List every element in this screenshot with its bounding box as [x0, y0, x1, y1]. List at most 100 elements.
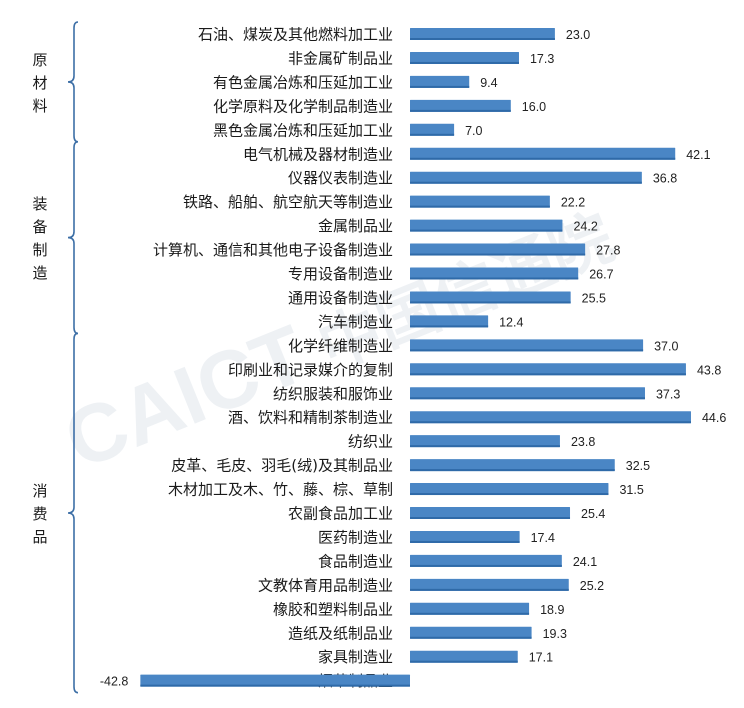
- bar: [410, 195, 550, 208]
- bar-edge: [410, 636, 532, 639]
- category-label: 纺织业: [348, 433, 393, 451]
- data-label: 17.3: [530, 52, 554, 66]
- data-label: 36.8: [653, 172, 677, 186]
- data-label: 26.7: [589, 268, 613, 282]
- bar-edge: [410, 445, 560, 448]
- category-label: 电气机械及器材制造业: [243, 145, 393, 163]
- bar: [410, 578, 569, 591]
- bar-edge: [410, 277, 579, 280]
- bar: [410, 291, 571, 304]
- group-label-char: 费: [32, 505, 47, 523]
- bar: [410, 626, 532, 639]
- category-label: 有色金属冶炼和压延加工业: [213, 73, 393, 91]
- bar-edge: [410, 564, 562, 567]
- bar: [410, 99, 511, 112]
- category-label: 木材加工及木、竹、藤、棕、草制: [168, 481, 393, 499]
- data-label: 42.1: [686, 148, 710, 162]
- category-label: 金属制品业: [318, 217, 393, 235]
- bar-edge: [410, 133, 455, 136]
- bar: [410, 650, 518, 663]
- bar: [410, 554, 562, 567]
- data-label: 12.4: [499, 315, 523, 329]
- group-label-char: 原: [32, 51, 47, 69]
- data-label: 7.0: [465, 124, 482, 138]
- bar-edge: [140, 684, 411, 687]
- bar-edge: [410, 421, 691, 424]
- category-label: 化学原料及化学制品制造业: [213, 97, 393, 115]
- data-label: 16.0: [522, 100, 546, 114]
- bar: [410, 243, 586, 256]
- category-label: 橡胶和塑料制品业: [273, 600, 393, 618]
- bar: [410, 411, 691, 424]
- category-label: 医药制造业: [318, 528, 393, 546]
- data-label: 25.4: [581, 507, 605, 521]
- category-label: 铁路、船舶、航空航天等制造业: [183, 193, 393, 211]
- category-label: 化学纤维制造业: [288, 337, 393, 355]
- bar-edge: [410, 349, 644, 352]
- bar-edge: [410, 301, 571, 304]
- bar-edge: [410, 397, 645, 400]
- group-bracket: [67, 332, 79, 694]
- bars: 石油、煤炭及其他燃料加工业 23.0 非金属矿制品业 17.3 有色金属冶炼和压延加工业…: [100, 26, 726, 691]
- group-label-char: 装: [32, 195, 47, 213]
- bar: [410, 219, 563, 232]
- data-label: 31.5: [619, 483, 643, 497]
- bar: [410, 435, 560, 448]
- bar-edge: [410, 85, 470, 88]
- category-label: 黑色金属冶炼和压延加工业: [213, 121, 393, 139]
- category-label: 文教体育用品制造业: [258, 576, 393, 594]
- category-label: 石油、煤炭及其他燃料加工业: [198, 26, 393, 44]
- data-label: 37.0: [654, 339, 678, 353]
- bar-edge: [410, 517, 571, 519]
- group-label-char: 造: [32, 264, 47, 282]
- bar-edge: [410, 109, 511, 112]
- data-label: 23.8: [571, 435, 595, 449]
- category-label: 非金属矿制品业: [288, 49, 393, 67]
- bar: [410, 530, 520, 543]
- group-bracket: [67, 140, 79, 335]
- group-label-char: 制: [32, 241, 47, 259]
- group-label-char: 料: [32, 97, 47, 115]
- bar-edge: [410, 660, 518, 663]
- bar: [410, 51, 519, 64]
- data-label: 17.1: [529, 651, 553, 665]
- category-label: 汽车制造业: [318, 313, 393, 331]
- category-label: 专用设备制造业: [288, 265, 393, 283]
- data-label: -42.8: [100, 675, 129, 689]
- data-label: 43.8: [697, 363, 721, 377]
- category-label: 家具制造业: [318, 648, 393, 666]
- group-label-char: 品: [32, 528, 47, 546]
- bar-edge: [410, 61, 519, 64]
- bar: [410, 28, 555, 40]
- category-label: 酒、饮料和精制茶制造业: [228, 409, 393, 427]
- bar-edge: [410, 205, 550, 208]
- bar-edge: [410, 157, 676, 160]
- data-label: 22.2: [561, 196, 585, 210]
- category-label: 皮革、毛皮、羽毛(绒)及其制品业: [171, 457, 393, 475]
- bar: [410, 602, 530, 615]
- bar: [410, 483, 609, 496]
- bar: [410, 339, 644, 352]
- bar: [410, 267, 579, 280]
- group-label: 消费品: [32, 482, 47, 546]
- bar-edge: [410, 612, 530, 615]
- bar-edge: [410, 373, 686, 376]
- category-label: 食品制造业: [318, 552, 393, 570]
- category-label: 纺织服装和服饰业: [273, 385, 393, 403]
- bar-edge: [410, 253, 586, 256]
- data-label: 25.2: [580, 579, 604, 593]
- bar: [410, 315, 489, 328]
- bar-edge: [410, 38, 555, 40]
- bar-edge: [410, 181, 642, 184]
- group-label-char: 材: [32, 74, 47, 92]
- bar: [410, 171, 642, 184]
- group-label-char: 消: [32, 482, 47, 500]
- bar-edge: [410, 540, 520, 543]
- data-label: 17.4: [531, 531, 555, 545]
- data-label: 27.8: [596, 244, 620, 258]
- data-label: 23.0: [566, 28, 590, 42]
- group-label: 原材料: [32, 51, 47, 115]
